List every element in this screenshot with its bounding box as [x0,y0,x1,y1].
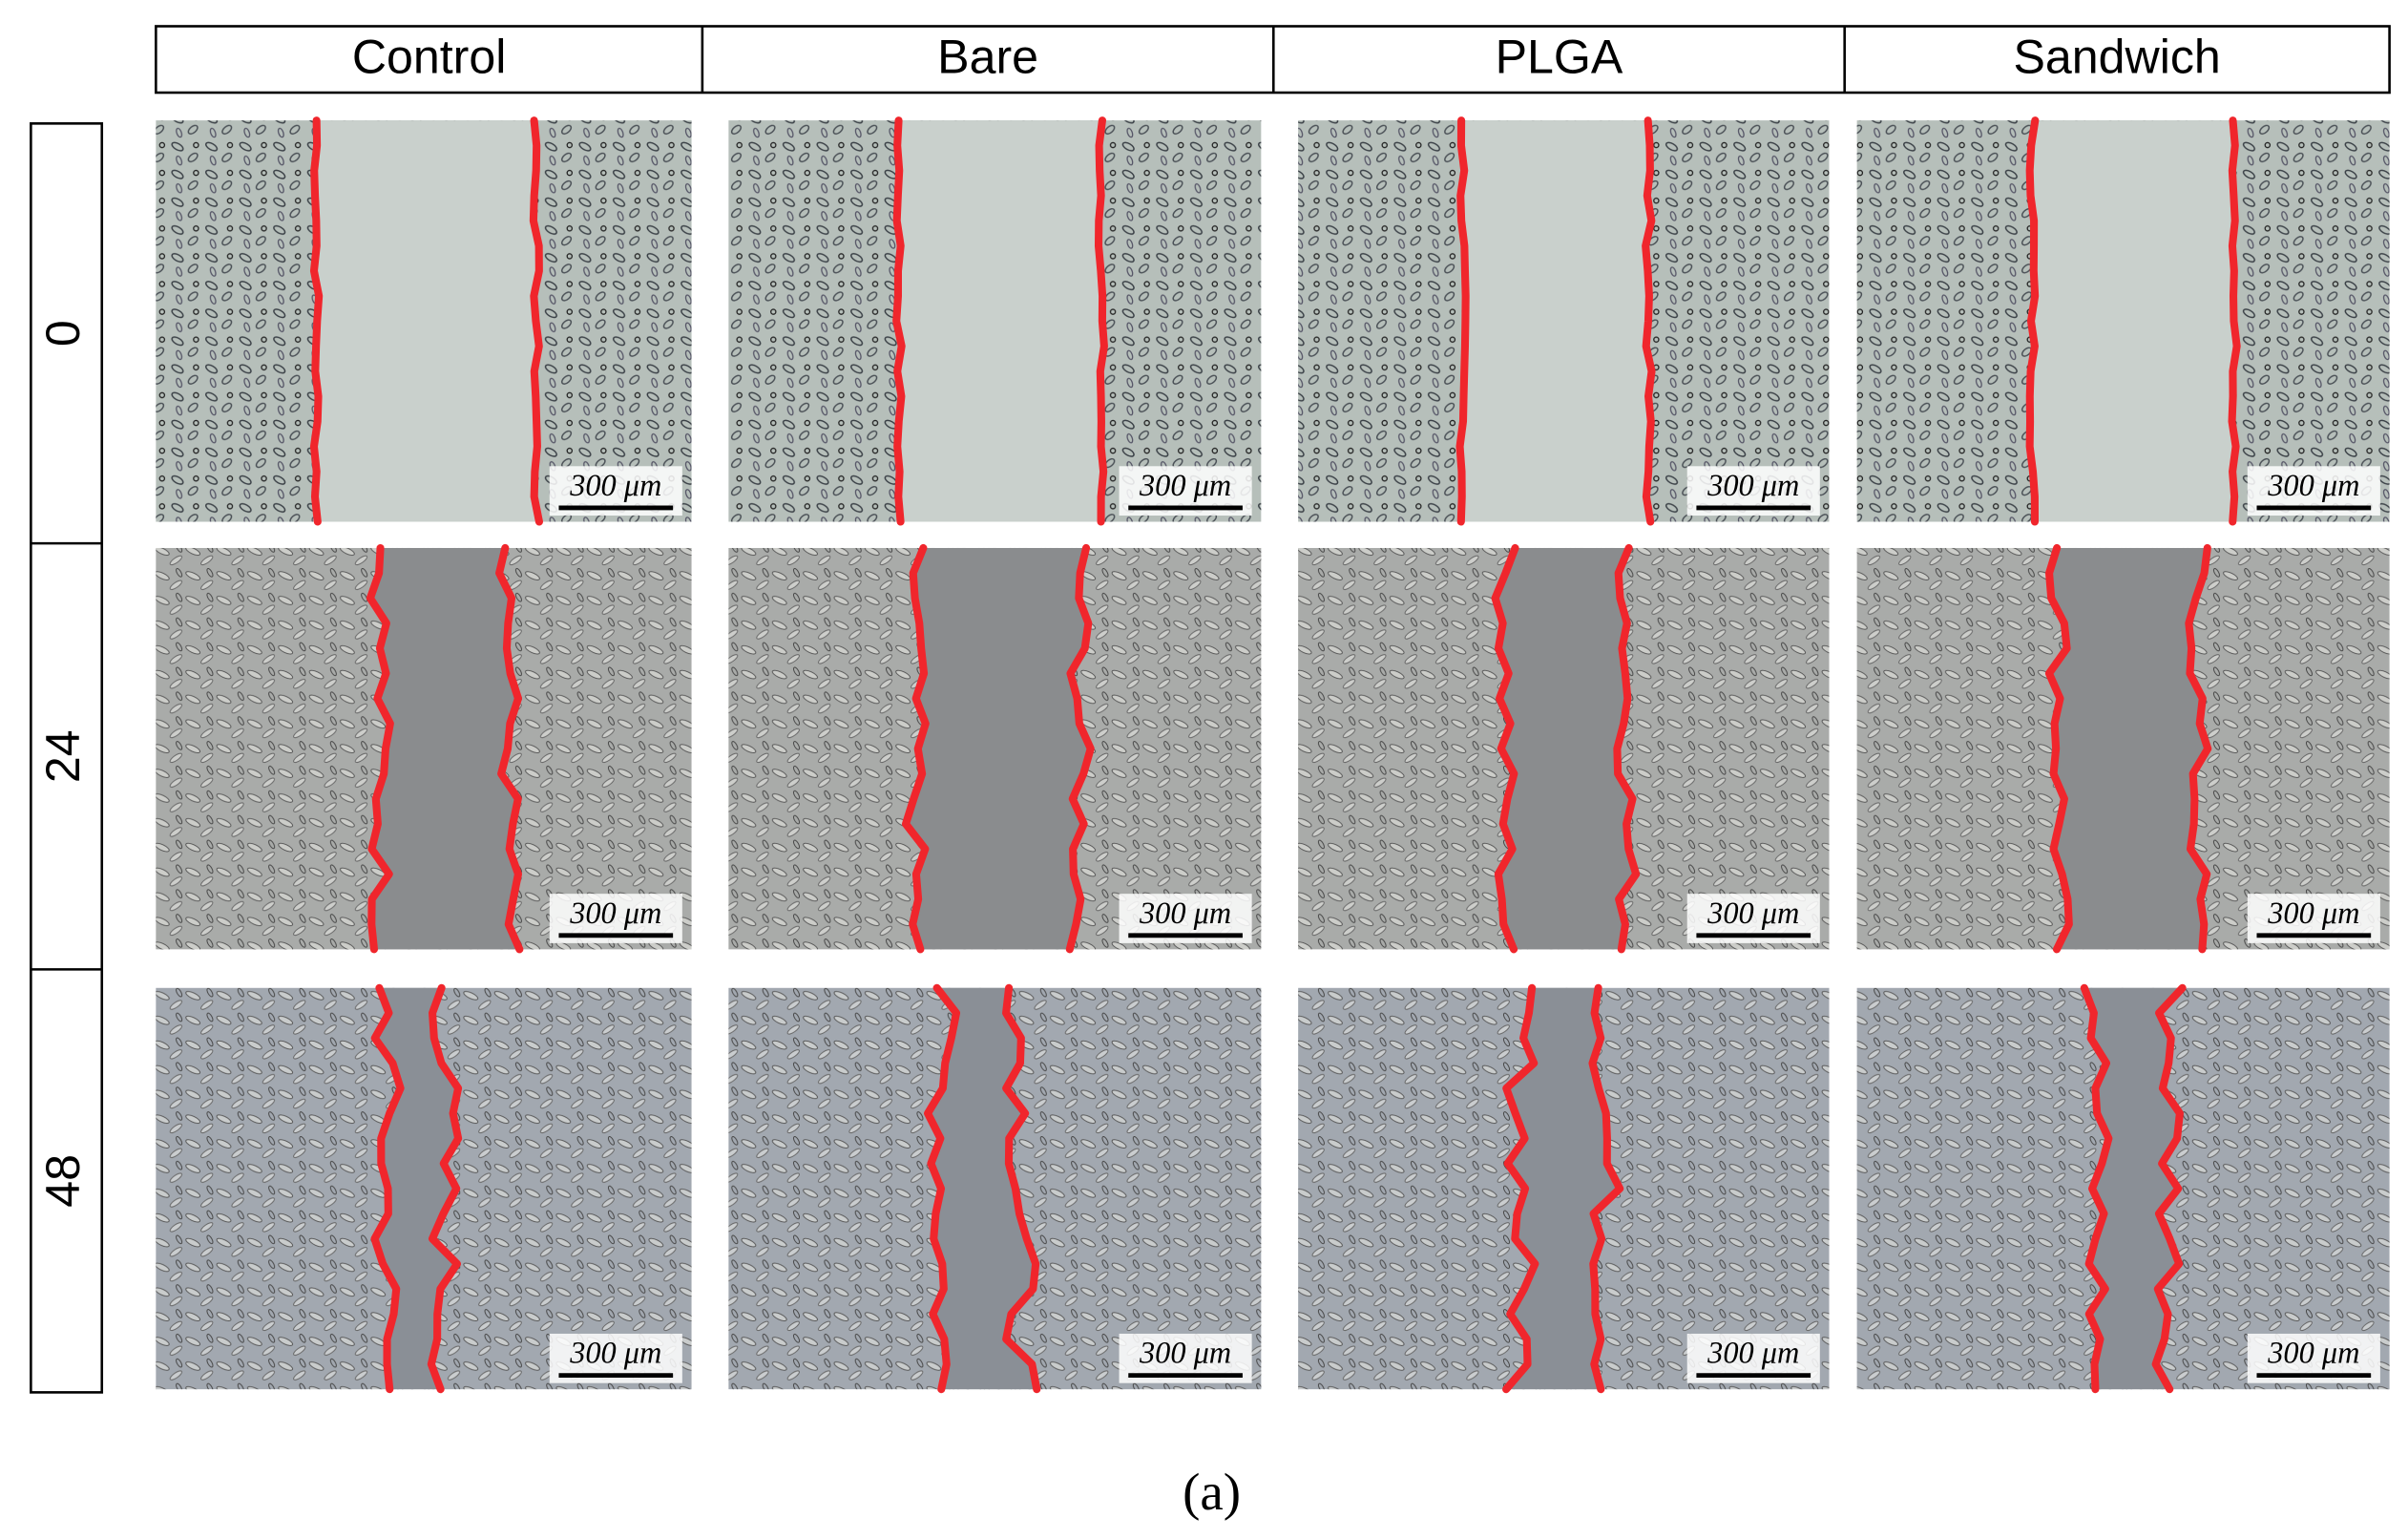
wound-edge [892,116,906,526]
wound-edge [2228,116,2241,526]
wound-gap [896,120,1104,522]
wound-edge [1613,543,1641,954]
scale-bar-label: 300 μm [569,1336,661,1370]
scale-bar-label: 300 μm [569,468,661,502]
column-header: Control Bare PLGA Sandwich [155,25,2391,95]
wound-edge [1642,116,1656,526]
micrograph: 300 μm [728,116,1262,526]
micrograph: 300 μm [1298,983,1830,1394]
micrograph: 300 μm [156,543,692,954]
wound-edge [366,543,394,954]
micrograph: 300 μm [1856,543,2390,954]
wound-edge [427,983,463,1394]
wound-edge [370,983,405,1394]
wound-edge [2044,543,2073,954]
wound-edge [1455,116,1470,526]
scale-bar-label: 300 μm [1707,896,1799,930]
wound-edge [1588,983,1624,1394]
column-label: Sandwich [2013,30,2220,83]
micrograph: 300 μm [1856,983,2390,1394]
micrograph: 300 μm [1298,543,1830,954]
wound-edge [1491,543,1519,954]
row-label: 24 [36,729,90,783]
scale-bar-label: 300 μm [1139,896,1231,930]
scale-bar-label: 300 μm [2267,1336,2359,1370]
wound-gap [928,987,1037,1390]
scale-bar-label: 300 μm [569,896,661,930]
wound-edge [1002,983,1041,1394]
micrograph: 300 μm [156,116,692,526]
wound-edge [529,116,543,526]
scale-bar-label: 300 μm [2267,468,2359,502]
wound-edge [924,983,961,1394]
wound-gap [2029,120,2237,522]
wound-edge [1094,116,1108,526]
panel-grid: 300 μm 300 μm 300 μm 300 μm 300 μm 300 μm 300 … [156,116,2390,1394]
wound-gap [1495,547,1637,950]
wound-edge [495,543,524,954]
wound-edge [902,543,930,954]
wound-edge [1502,983,1539,1394]
micrograph: 300 μm [728,983,1262,1394]
scale-bar-label: 300 μm [2267,896,2359,930]
wound-gap [906,547,1091,950]
micrograph: 300 μm [1298,116,1830,526]
micrograph: 300 μm [1856,116,2390,526]
wound-edge [2025,116,2040,526]
row-label: 0 [36,320,90,347]
row-label-box [30,122,104,1394]
wound-edge [1065,543,1095,954]
scale-bar-label: 300 μm [1707,1336,1799,1370]
wound-edge [2151,983,2187,1394]
wound-gap [1459,120,1652,522]
wound-gap [313,120,539,522]
column-label: Bare [937,30,1038,83]
micrograph: 300 μm [156,983,692,1394]
wound-gap [369,547,520,950]
column-label: PLGA [1496,30,1623,83]
wound-edge [2185,543,2212,954]
wound-gap [2048,547,2209,950]
micrograph: 300 μm [728,543,1262,954]
caption: (a) [1183,1463,1241,1521]
wound-edge [2080,983,2113,1394]
scale-bar-label: 300 μm [1139,1336,1231,1370]
scale-bar-label: 300 μm [1707,468,1799,502]
scale-bar-label: 300 μm [1139,468,1231,502]
row-label: 48 [36,1154,90,1208]
column-label: Control [352,30,507,83]
wound-edge [309,116,324,526]
